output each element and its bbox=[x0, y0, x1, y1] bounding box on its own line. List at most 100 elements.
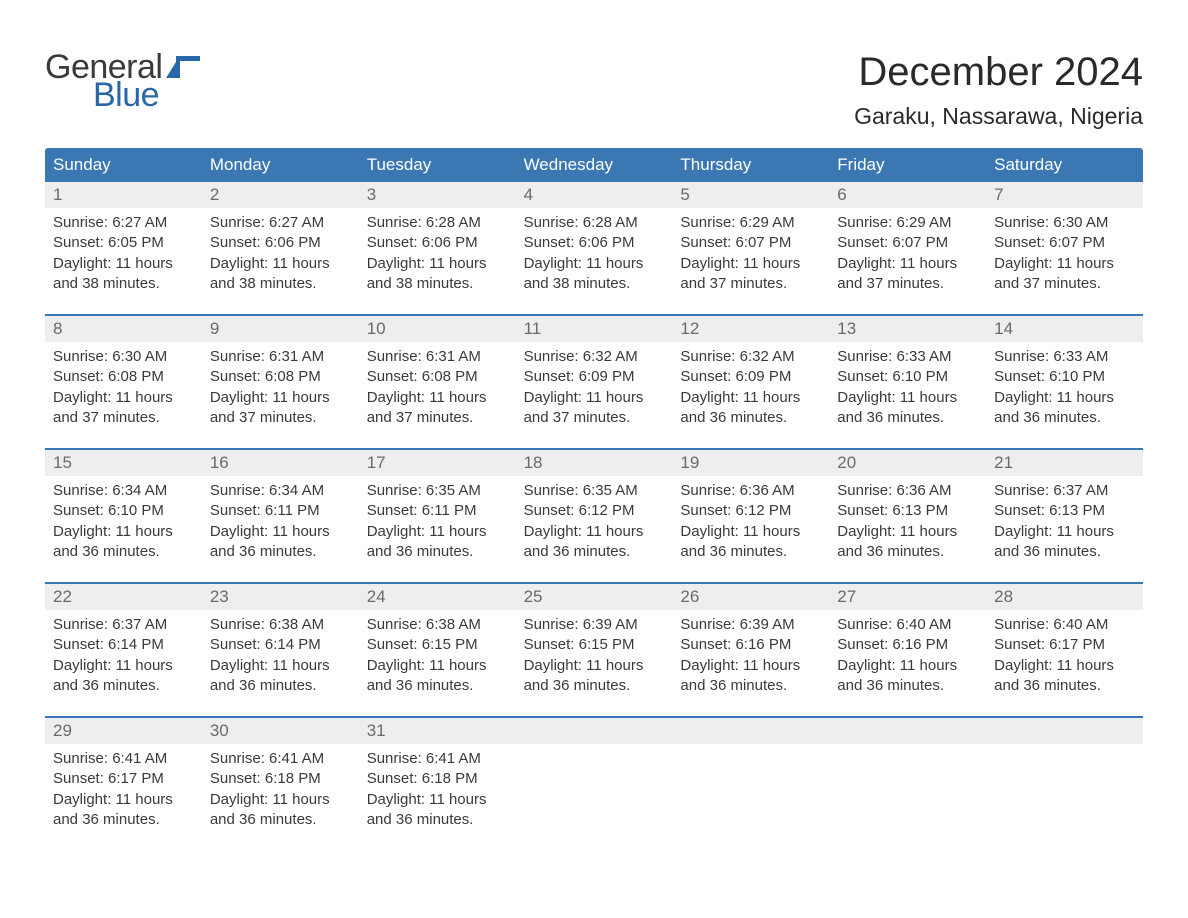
daylight-text: Daylight: 11 hours and 36 minutes. bbox=[837, 656, 978, 697]
day-number: 25 bbox=[516, 584, 673, 610]
day-number bbox=[986, 718, 1143, 744]
sunrise-text: Sunrise: 6:38 AM bbox=[210, 615, 351, 635]
sunset-text: Sunset: 6:17 PM bbox=[53, 769, 194, 789]
sunset-text: Sunset: 6:09 PM bbox=[680, 367, 821, 387]
sunset-text: Sunset: 6:18 PM bbox=[210, 769, 351, 789]
day-number: 4 bbox=[516, 182, 673, 208]
daylight-text: Daylight: 11 hours and 36 minutes. bbox=[53, 522, 194, 563]
day-content-row: Sunrise: 6:37 AMSunset: 6:14 PMDaylight:… bbox=[45, 610, 1143, 702]
sunset-text: Sunset: 6:14 PM bbox=[53, 635, 194, 655]
day-number-row: 891011121314 bbox=[45, 314, 1143, 342]
sunrise-text: Sunrise: 6:34 AM bbox=[53, 481, 194, 501]
sunrise-text: Sunrise: 6:37 AM bbox=[53, 615, 194, 635]
sunrise-text: Sunrise: 6:27 AM bbox=[210, 213, 351, 233]
day-number: 20 bbox=[829, 450, 986, 476]
day-cell: Sunrise: 6:32 AMSunset: 6:09 PMDaylight:… bbox=[516, 342, 673, 434]
daylight-text: Daylight: 11 hours and 36 minutes. bbox=[210, 656, 351, 697]
week-block: 15161718192021Sunrise: 6:34 AMSunset: 6:… bbox=[45, 448, 1143, 568]
day-cell bbox=[516, 744, 673, 836]
sunset-text: Sunset: 6:08 PM bbox=[53, 367, 194, 387]
sunrise-text: Sunrise: 6:36 AM bbox=[837, 481, 978, 501]
sunrise-text: Sunrise: 6:35 AM bbox=[524, 481, 665, 501]
day-cell: Sunrise: 6:40 AMSunset: 6:16 PMDaylight:… bbox=[829, 610, 986, 702]
day-cell: Sunrise: 6:29 AMSunset: 6:07 PMDaylight:… bbox=[829, 208, 986, 300]
sunrise-text: Sunrise: 6:35 AM bbox=[367, 481, 508, 501]
sunrise-text: Sunrise: 6:29 AM bbox=[680, 213, 821, 233]
sunrise-text: Sunrise: 6:28 AM bbox=[524, 213, 665, 233]
day-number: 15 bbox=[45, 450, 202, 476]
daylight-text: Daylight: 11 hours and 36 minutes. bbox=[994, 522, 1135, 563]
weekday-header: Friday bbox=[829, 148, 986, 182]
day-number: 19 bbox=[672, 450, 829, 476]
daylight-text: Daylight: 11 hours and 36 minutes. bbox=[367, 656, 508, 697]
logo: General Blue bbox=[45, 50, 200, 112]
day-number: 13 bbox=[829, 316, 986, 342]
day-cell: Sunrise: 6:29 AMSunset: 6:07 PMDaylight:… bbox=[672, 208, 829, 300]
sunset-text: Sunset: 6:09 PM bbox=[524, 367, 665, 387]
daylight-text: Daylight: 11 hours and 38 minutes. bbox=[367, 254, 508, 295]
daylight-text: Daylight: 11 hours and 36 minutes. bbox=[837, 388, 978, 429]
sunset-text: Sunset: 6:11 PM bbox=[210, 501, 351, 521]
weekday-header: Wednesday bbox=[516, 148, 673, 182]
sunrise-text: Sunrise: 6:30 AM bbox=[53, 347, 194, 367]
day-number: 9 bbox=[202, 316, 359, 342]
day-cell bbox=[829, 744, 986, 836]
sunrise-text: Sunrise: 6:32 AM bbox=[680, 347, 821, 367]
day-number: 28 bbox=[986, 584, 1143, 610]
day-cell: Sunrise: 6:38 AMSunset: 6:14 PMDaylight:… bbox=[202, 610, 359, 702]
day-number bbox=[672, 718, 829, 744]
daylight-text: Daylight: 11 hours and 37 minutes. bbox=[994, 254, 1135, 295]
daylight-text: Daylight: 11 hours and 37 minutes. bbox=[680, 254, 821, 295]
day-cell: Sunrise: 6:40 AMSunset: 6:17 PMDaylight:… bbox=[986, 610, 1143, 702]
calendar: Sunday Monday Tuesday Wednesday Thursday… bbox=[45, 148, 1143, 836]
day-cell: Sunrise: 6:33 AMSunset: 6:10 PMDaylight:… bbox=[986, 342, 1143, 434]
daylight-text: Daylight: 11 hours and 37 minutes. bbox=[524, 388, 665, 429]
daylight-text: Daylight: 11 hours and 36 minutes. bbox=[367, 790, 508, 831]
day-cell: Sunrise: 6:31 AMSunset: 6:08 PMDaylight:… bbox=[202, 342, 359, 434]
day-cell: Sunrise: 6:27 AMSunset: 6:06 PMDaylight:… bbox=[202, 208, 359, 300]
day-number-row: 293031 bbox=[45, 716, 1143, 744]
day-cell bbox=[986, 744, 1143, 836]
day-cell: Sunrise: 6:32 AMSunset: 6:09 PMDaylight:… bbox=[672, 342, 829, 434]
sunset-text: Sunset: 6:16 PM bbox=[837, 635, 978, 655]
day-number-row: 1234567 bbox=[45, 182, 1143, 208]
sunrise-text: Sunrise: 6:31 AM bbox=[210, 347, 351, 367]
sunrise-text: Sunrise: 6:38 AM bbox=[367, 615, 508, 635]
sunset-text: Sunset: 6:12 PM bbox=[680, 501, 821, 521]
daylight-text: Daylight: 11 hours and 36 minutes. bbox=[524, 522, 665, 563]
day-cell: Sunrise: 6:39 AMSunset: 6:15 PMDaylight:… bbox=[516, 610, 673, 702]
sunset-text: Sunset: 6:13 PM bbox=[994, 501, 1135, 521]
day-cell: Sunrise: 6:37 AMSunset: 6:14 PMDaylight:… bbox=[45, 610, 202, 702]
sunrise-text: Sunrise: 6:31 AM bbox=[367, 347, 508, 367]
sunset-text: Sunset: 6:12 PM bbox=[524, 501, 665, 521]
sunset-text: Sunset: 6:06 PM bbox=[524, 233, 665, 253]
month-title: December 2024 bbox=[854, 50, 1143, 95]
day-cell: Sunrise: 6:28 AMSunset: 6:06 PMDaylight:… bbox=[516, 208, 673, 300]
daylight-text: Daylight: 11 hours and 36 minutes. bbox=[53, 656, 194, 697]
sunset-text: Sunset: 6:17 PM bbox=[994, 635, 1135, 655]
sunset-text: Sunset: 6:07 PM bbox=[680, 233, 821, 253]
day-cell: Sunrise: 6:34 AMSunset: 6:10 PMDaylight:… bbox=[45, 476, 202, 568]
day-cell: Sunrise: 6:38 AMSunset: 6:15 PMDaylight:… bbox=[359, 610, 516, 702]
day-number: 31 bbox=[359, 718, 516, 744]
sunrise-text: Sunrise: 6:41 AM bbox=[367, 749, 508, 769]
daylight-text: Daylight: 11 hours and 36 minutes. bbox=[680, 388, 821, 429]
sunrise-text: Sunrise: 6:32 AM bbox=[524, 347, 665, 367]
sunset-text: Sunset: 6:18 PM bbox=[367, 769, 508, 789]
day-number: 11 bbox=[516, 316, 673, 342]
sunrise-text: Sunrise: 6:40 AM bbox=[994, 615, 1135, 635]
sunset-text: Sunset: 6:08 PM bbox=[367, 367, 508, 387]
day-cell: Sunrise: 6:31 AMSunset: 6:08 PMDaylight:… bbox=[359, 342, 516, 434]
sunrise-text: Sunrise: 6:40 AM bbox=[837, 615, 978, 635]
sunrise-text: Sunrise: 6:29 AM bbox=[837, 213, 978, 233]
sunrise-text: Sunrise: 6:33 AM bbox=[994, 347, 1135, 367]
sunset-text: Sunset: 6:14 PM bbox=[210, 635, 351, 655]
day-number: 5 bbox=[672, 182, 829, 208]
sunrise-text: Sunrise: 6:27 AM bbox=[53, 213, 194, 233]
sunset-text: Sunset: 6:07 PM bbox=[994, 233, 1135, 253]
day-cell: Sunrise: 6:28 AMSunset: 6:06 PMDaylight:… bbox=[359, 208, 516, 300]
sunset-text: Sunset: 6:10 PM bbox=[994, 367, 1135, 387]
daylight-text: Daylight: 11 hours and 37 minutes. bbox=[837, 254, 978, 295]
daylight-text: Daylight: 11 hours and 38 minutes. bbox=[53, 254, 194, 295]
sunrise-text: Sunrise: 6:34 AM bbox=[210, 481, 351, 501]
